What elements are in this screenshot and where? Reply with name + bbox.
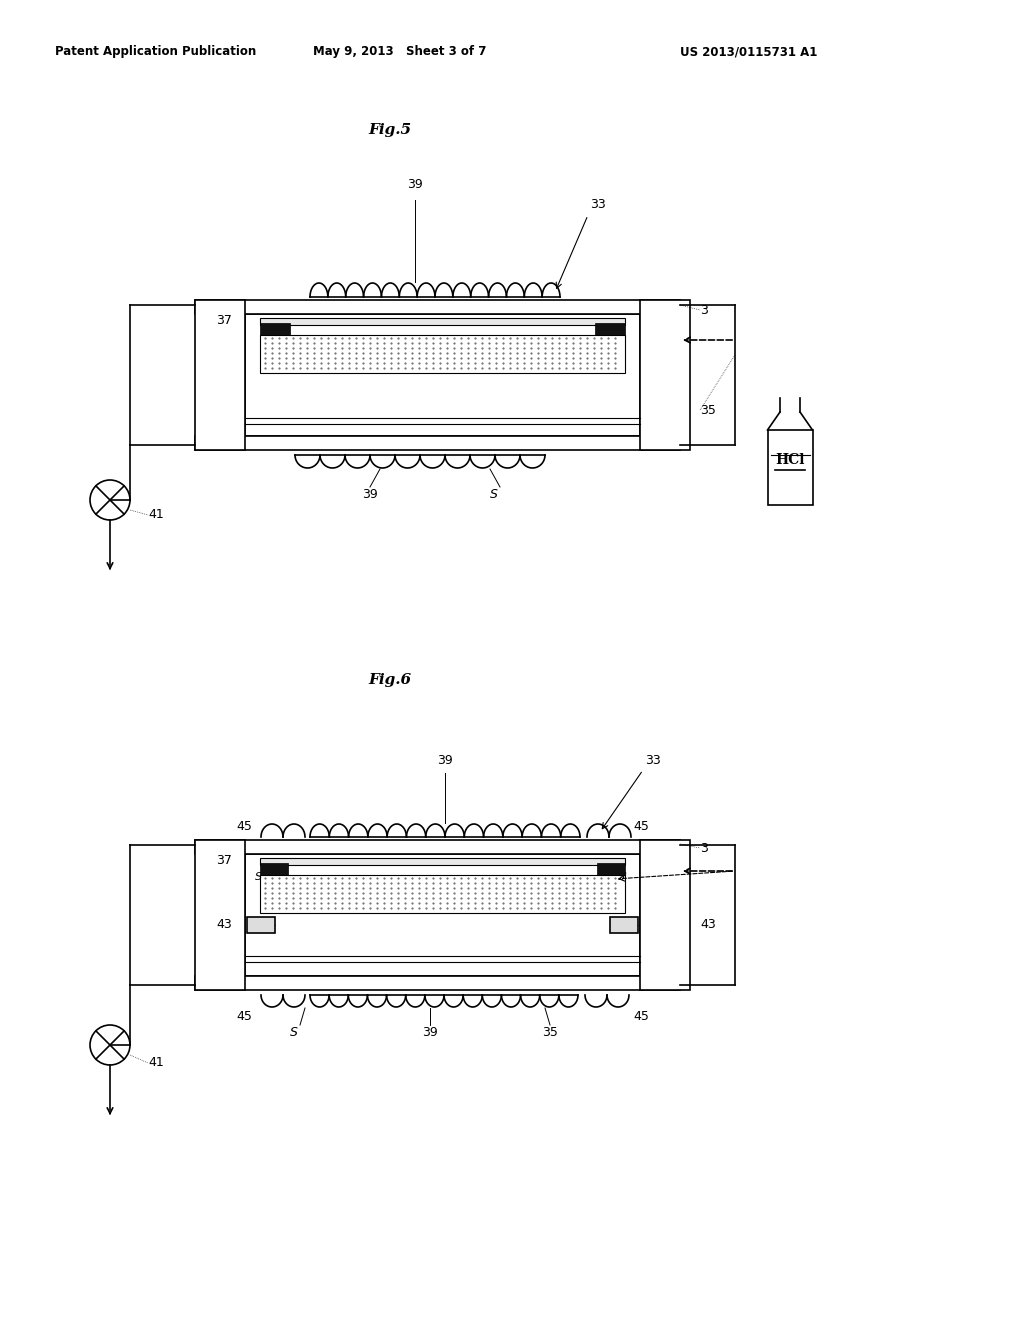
Text: 33: 33 (645, 754, 660, 767)
Text: Patent Application Publication: Patent Application Publication (55, 45, 256, 58)
Text: S: S (490, 488, 498, 502)
Text: 3: 3 (700, 842, 708, 854)
Text: 45: 45 (237, 821, 252, 833)
Text: 35: 35 (542, 1027, 558, 1040)
Text: S': S' (618, 873, 628, 882)
Text: May 9, 2013   Sheet 3 of 7: May 9, 2013 Sheet 3 of 7 (313, 45, 486, 58)
Text: Fig.6: Fig.6 (369, 673, 412, 686)
Bar (245, 314, 640, 436)
Bar (260, 335, 625, 374)
Text: Fig.5: Fig.5 (369, 123, 412, 137)
Bar (597, 863, 625, 875)
Bar (610, 917, 638, 933)
Bar (260, 875, 625, 913)
Text: S: S (290, 1027, 298, 1040)
Bar (195, 840, 680, 854)
Text: 43: 43 (700, 919, 716, 932)
Text: 33: 33 (590, 198, 606, 211)
Bar (195, 840, 245, 990)
Text: 3: 3 (700, 304, 708, 317)
Text: S': S' (255, 873, 265, 882)
Bar (640, 840, 690, 990)
Text: 43: 43 (216, 919, 232, 932)
Text: 39: 39 (437, 754, 453, 767)
Bar (195, 436, 680, 450)
Text: 37: 37 (216, 854, 232, 867)
Bar (247, 917, 275, 933)
Bar (595, 323, 625, 335)
Bar (260, 858, 625, 865)
Bar (640, 300, 690, 450)
Text: 39: 39 (408, 178, 423, 191)
Text: 45: 45 (633, 1011, 649, 1023)
Bar (768, 430, 812, 506)
Text: 41: 41 (148, 1056, 164, 1069)
Text: HCl: HCl (775, 453, 805, 466)
Text: 41: 41 (148, 508, 164, 521)
Text: 39: 39 (422, 1027, 438, 1040)
Bar (260, 323, 290, 335)
Bar (260, 318, 625, 325)
Bar (195, 300, 680, 314)
Bar (195, 300, 245, 450)
Text: 39: 39 (362, 488, 378, 502)
Bar (245, 854, 640, 975)
Bar (195, 975, 680, 990)
Bar (260, 863, 288, 875)
Text: US 2013/0115731 A1: US 2013/0115731 A1 (680, 45, 817, 58)
Text: 35: 35 (700, 404, 716, 417)
Text: 45: 45 (237, 1011, 252, 1023)
Text: 45: 45 (633, 821, 649, 833)
Text: 37: 37 (216, 314, 232, 327)
